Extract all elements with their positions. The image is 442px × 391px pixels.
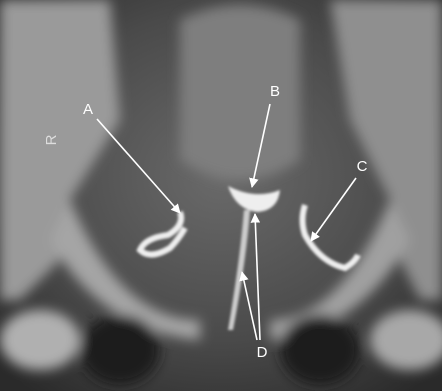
annotation-label: C (357, 158, 368, 175)
annotation-label: D (257, 344, 268, 361)
contrast-fill (136, 186, 361, 330)
arrows (96, 103, 357, 341)
side-marker: R (43, 134, 60, 145)
annotation-label: A (83, 101, 93, 118)
annotation-label: B (270, 83, 280, 100)
